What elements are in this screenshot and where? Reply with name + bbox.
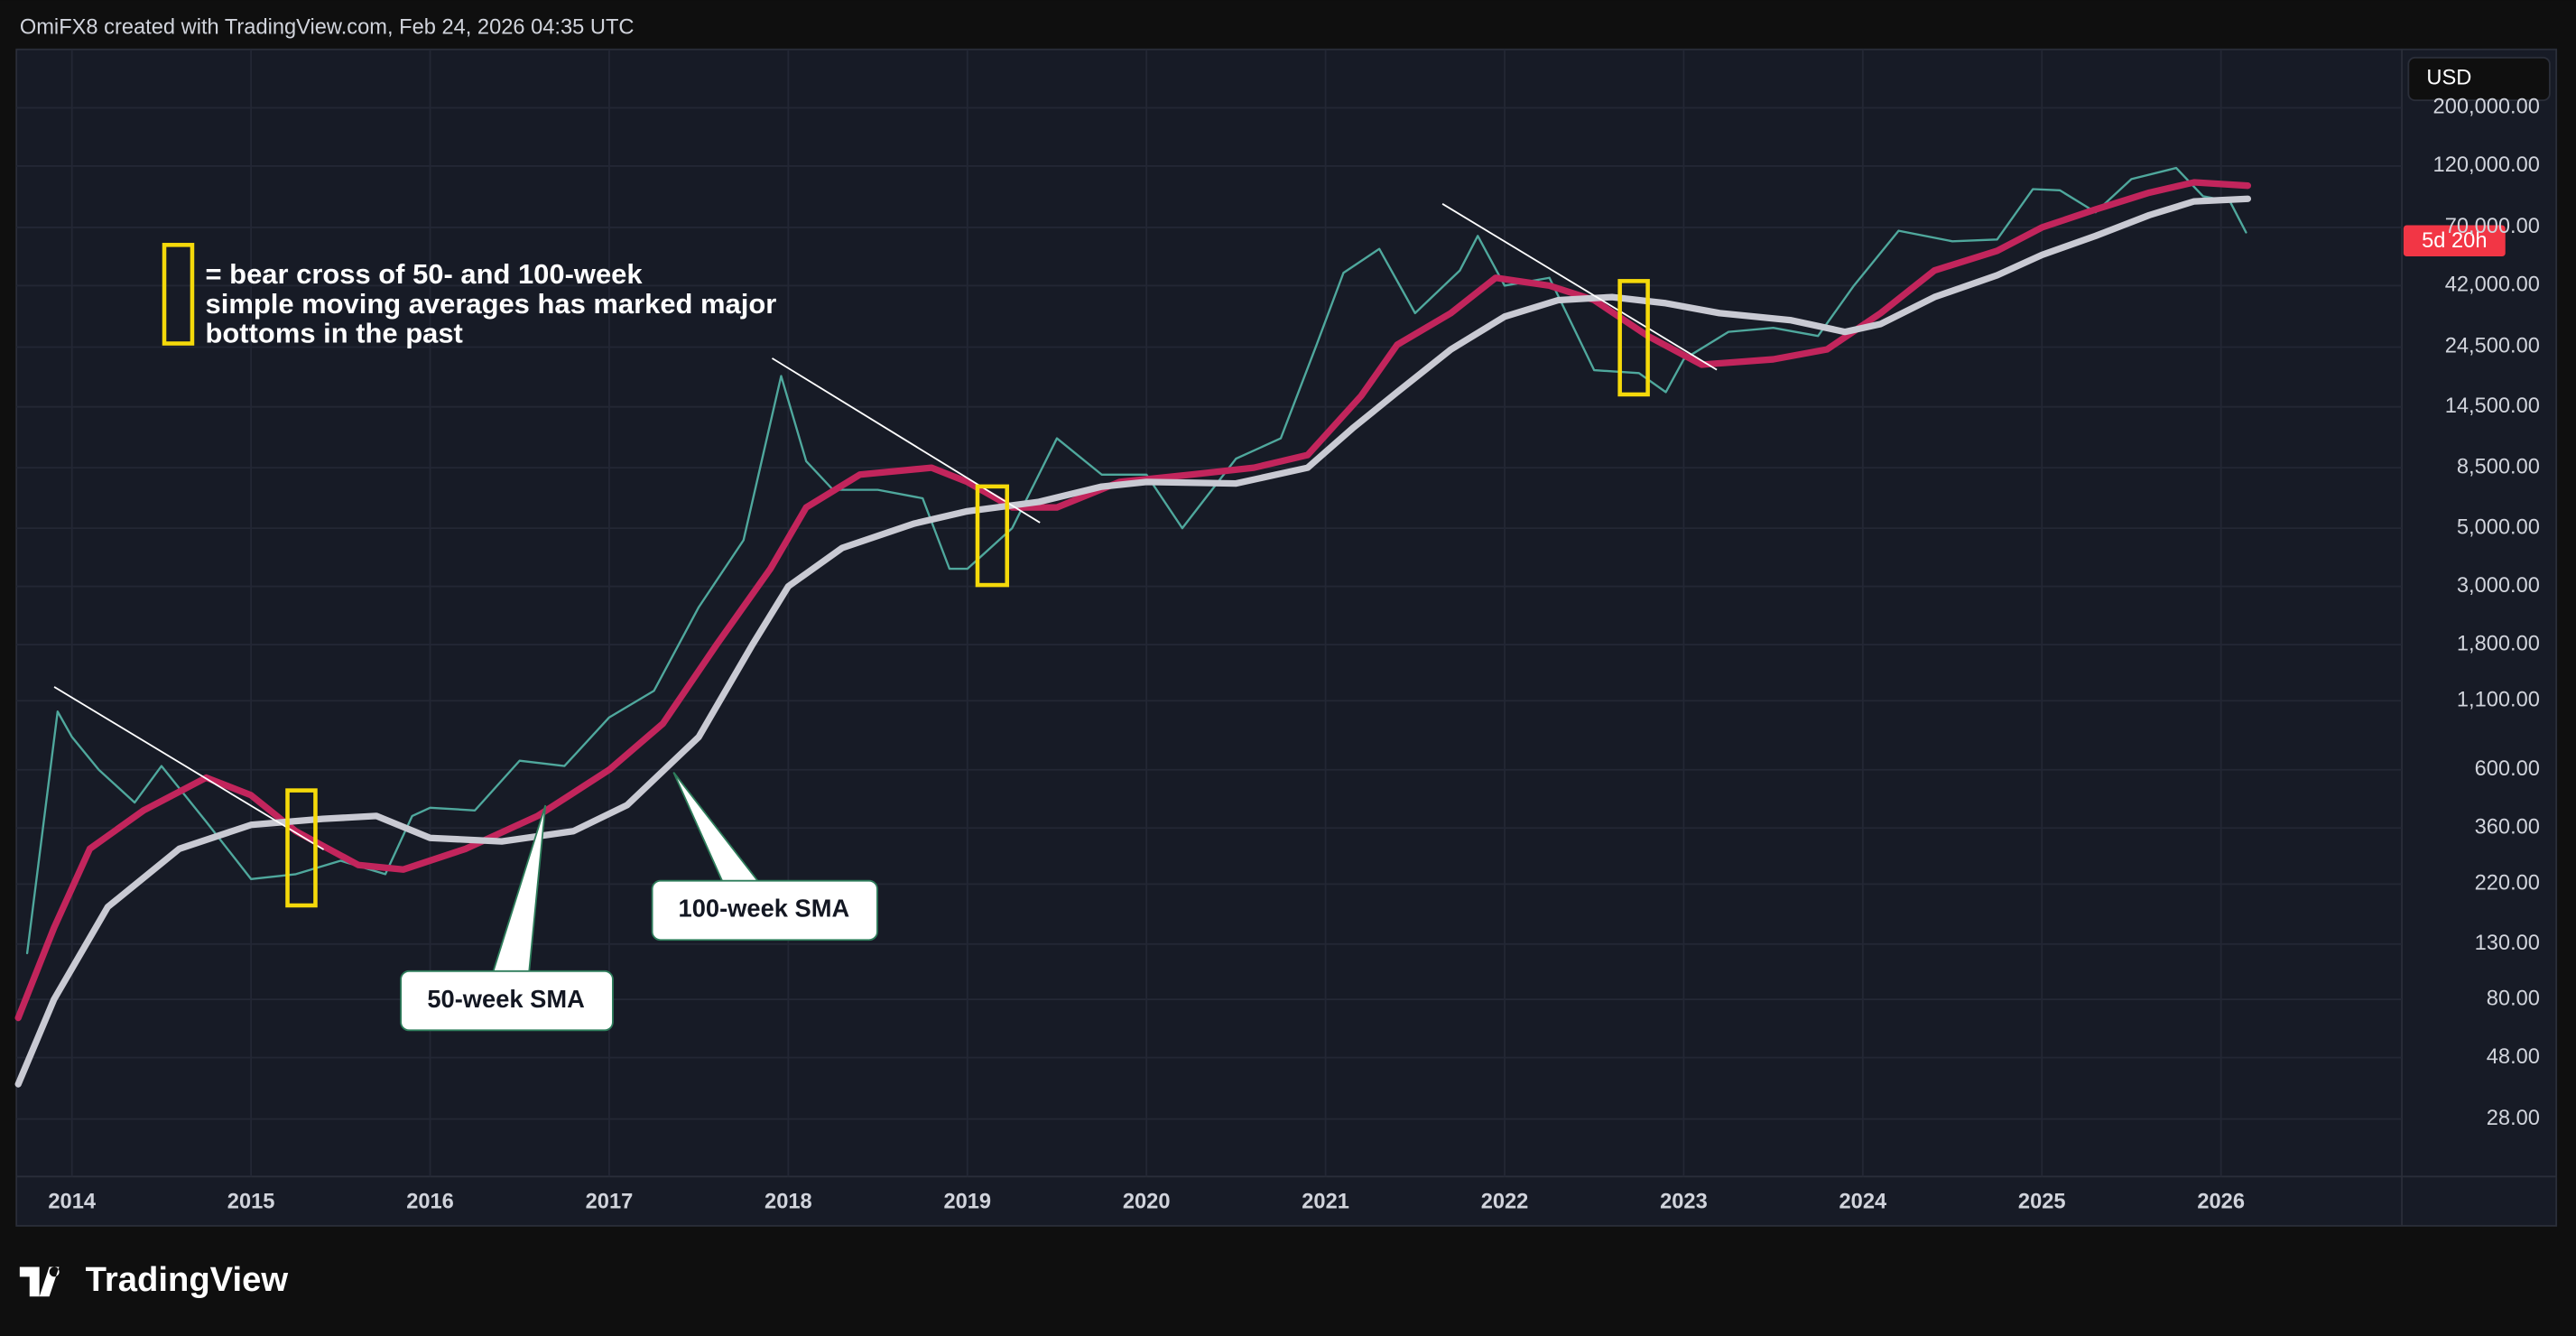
- x-tick-label: 2022: [1481, 1191, 1529, 1214]
- x-tick-label: 2018: [764, 1191, 812, 1214]
- callout: 50-week SMA: [400, 804, 614, 1032]
- highlight-boxes: [162, 243, 1650, 908]
- y-tick-label: 3,000.00: [2457, 574, 2540, 598]
- callout-box: [651, 879, 878, 942]
- annotation-line: bottoms in the past: [206, 318, 463, 349]
- y-tick-label: 14,500.00: [2445, 394, 2540, 418]
- brand-icon: [19, 1266, 60, 1297]
- x-tick-label: 2026: [2197, 1191, 2245, 1214]
- trendline: [771, 357, 1041, 524]
- header: OmiFX8 created with TradingView.com, Feb…: [20, 15, 635, 39]
- y-tick-label: 220.00: [2475, 872, 2540, 895]
- callout: 100-week SMA: [651, 772, 878, 942]
- y-tick-label: 600.00: [2475, 757, 2540, 781]
- trendline: [1441, 203, 1718, 371]
- x-tick-label: 2025: [2018, 1191, 2066, 1214]
- x-tick-label: 2024: [1839, 1191, 1887, 1214]
- trendline: [53, 686, 325, 850]
- currency-button[interactable]: [2407, 56, 2551, 102]
- currency[interactable]: USD: [2426, 67, 2471, 90]
- x-tick-label: 2015: [227, 1191, 275, 1214]
- x-tick-label: 2014: [48, 1191, 96, 1214]
- x-tick-label: 2020: [1123, 1191, 1171, 1214]
- highlight-box: [975, 484, 1010, 588]
- y-tick-label: 1,100.00: [2457, 688, 2540, 711]
- callout-label: 100-week SMA: [679, 895, 850, 923]
- highlight-box: [285, 788, 318, 908]
- y-tick-label: 1,800.00: [2457, 632, 2540, 655]
- x-tick-label: 2023: [1660, 1191, 1708, 1214]
- countdown-tag: [2403, 225, 2506, 257]
- y-tick-label: 80.00: [2487, 987, 2540, 1010]
- y-tick-label: 48.00: [2487, 1045, 2540, 1069]
- y-tick-label: 5,000.00: [2457, 515, 2540, 539]
- brand-logo: [19, 1266, 60, 1297]
- brand: TradingView: [86, 1260, 289, 1299]
- highlight-box: [1617, 279, 1650, 397]
- x-tick-label: 2019: [943, 1191, 991, 1214]
- x-tick-label: 2017: [586, 1191, 634, 1214]
- callout-label: 50-week SMA: [427, 985, 584, 1013]
- price-line: [25, 166, 2247, 955]
- y-tick-label: 24,500.00: [2445, 335, 2540, 358]
- y-tick-label: 360.00: [2475, 815, 2540, 839]
- chart-panel: [15, 48, 2558, 1227]
- countdown: 5d 20h: [2422, 229, 2487, 253]
- y-tick-label: 70,000.00: [2445, 215, 2540, 238]
- y-tick-label: 200,000.00: [2433, 96, 2540, 119]
- y-tick-label: 42,000.00: [2445, 274, 2540, 297]
- callout-box: [400, 970, 614, 1032]
- annotation-line: simple moving averages has marked major: [206, 288, 777, 320]
- y-tick-label: 120,000.00: [2433, 153, 2540, 177]
- y-tick-label: 130.00: [2475, 932, 2540, 955]
- y-tick-label: 8,500.00: [2457, 455, 2540, 478]
- series-layer: [14, 166, 2252, 1088]
- annotation-line: = bear cross of 50- and 100-week: [206, 258, 644, 290]
- x-tick-label: 2016: [406, 1191, 454, 1214]
- y-tick-label: 28.00: [2487, 1107, 2540, 1130]
- legend-box: [162, 243, 195, 346]
- trendlines: [53, 203, 1718, 850]
- sma-line: [14, 195, 2252, 1088]
- x-tick-label: 2021: [1302, 1191, 1349, 1214]
